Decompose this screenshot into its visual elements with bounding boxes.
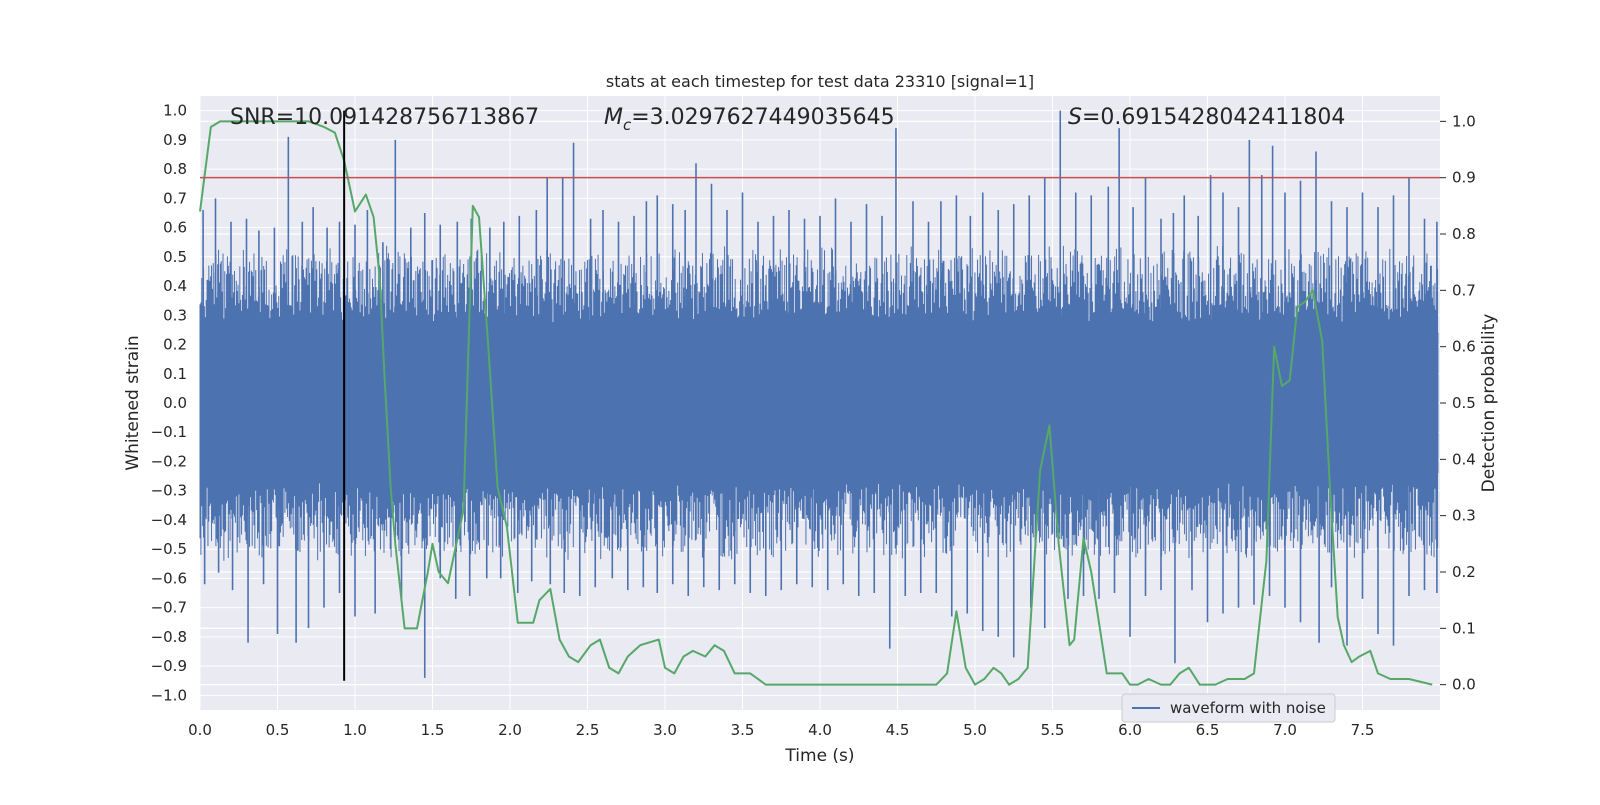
y-tick-label: −0.5	[151, 540, 187, 558]
y-tick-label: −0.9	[151, 657, 187, 675]
chirp-mass-annotation: Mc=3.0297627449035645	[604, 105, 895, 134]
y-axis-label: Whitened strain	[123, 335, 143, 470]
y-tick-label: 0.2	[163, 336, 187, 354]
y-tick-label: 1.0	[163, 102, 187, 120]
y-axis-ticks: 1.0 0.9 0.8 0.7 0.6 0.5 0.4 0.3 0.2 0.1 0.0 −0.1 −0.…	[151, 102, 187, 705]
y-tick-label: 0.6	[163, 219, 187, 237]
x-tick-label: 1.0	[343, 721, 367, 739]
y-tick-label: 0.3	[163, 306, 187, 324]
legend-box	[1121, 693, 1336, 723]
statistic-annotation: S=0.6915428042411804	[1068, 105, 1345, 130]
y2-tick-label: 0.5	[1452, 394, 1476, 412]
x-tick-label: 5.0	[963, 721, 987, 739]
y2-tick-label: 0.9	[1452, 169, 1476, 187]
detection-probability-line	[199, 120, 1433, 686]
y2-tick-label: 0.3	[1452, 507, 1476, 525]
y-tick-label: −0.8	[151, 628, 187, 646]
x-tick-label: 0.0	[188, 721, 212, 739]
x-tick-label: 4.0	[808, 721, 832, 739]
chirp-mass-value: =3.0297627449035645	[631, 105, 894, 130]
y-tick-label: 0.0	[163, 394, 187, 412]
y-tick-label: −1.0	[151, 686, 187, 704]
y2-axis-label: Detection probability	[1479, 314, 1499, 493]
y2-tick-label: 0.7	[1452, 281, 1476, 299]
y2-axis-ticks: 1.0 0.9 0.8 0.7 0.6 0.5 0.4 0.3 0.2 0.1 0.0	[1440, 112, 1476, 694]
chirp-mass-symbol: M	[604, 105, 623, 130]
x-axis-ticks: 0.0 0.5 1.0 1.5 2.0 2.5 3.0 3.5 4.0 4.5 5.0 5.5 6.0 6…	[188, 721, 1374, 739]
probability-series	[199, 120, 1433, 686]
x-tick-label: 1.5	[421, 721, 445, 739]
chirp-mass-subscript: c	[623, 116, 632, 134]
y-tick-label: −0.6	[151, 569, 187, 587]
overlays	[200, 110, 1440, 681]
x-tick-label: 4.5	[886, 721, 910, 739]
x-tick-label: 3.0	[653, 721, 677, 739]
y2-tick-label: 0.6	[1452, 338, 1476, 356]
x-tick-label: 6.0	[1118, 721, 1142, 739]
statistic-value: =0.6915428042411804	[1082, 105, 1345, 130]
y2-tick-label: 0.2	[1452, 563, 1476, 581]
x-tick-label: 5.5	[1041, 721, 1065, 739]
y-tick-label: 0.7	[163, 189, 187, 207]
y2-tick-label: 0.8	[1452, 225, 1476, 243]
x-axis-label: Time (s)	[784, 746, 854, 766]
x-tick-label: 7.5	[1351, 721, 1375, 739]
legend-label: waveform with noise	[1170, 699, 1326, 717]
x-tick-label: 2.5	[576, 721, 600, 739]
y-tick-label: 0.9	[163, 131, 187, 149]
x-tick-label: 2.0	[498, 721, 522, 739]
y-tick-label: 0.4	[163, 277, 187, 295]
y2-tick-label: 1.0	[1452, 112, 1476, 130]
y-tick-label: −0.4	[151, 511, 187, 529]
y-tick-label: −0.3	[151, 482, 187, 500]
y-tick-label: 0.1	[163, 365, 187, 383]
x-tick-label: 0.5	[266, 721, 290, 739]
x-tick-label: 7.0	[1273, 721, 1297, 739]
y2-tick-label: 0.1	[1452, 619, 1476, 637]
y-tick-label: 0.5	[163, 248, 187, 266]
y-tick-label: −0.1	[151, 423, 187, 441]
legend: waveform with noise	[1121, 693, 1336, 723]
y-tick-label: −0.7	[151, 599, 187, 617]
x-tick-label: 3.5	[731, 721, 755, 739]
waveform-series	[199, 110, 1439, 678]
statistic-symbol: S	[1068, 105, 1082, 130]
snr-annotation: SNR=10.091428756713867	[230, 105, 539, 130]
y-tick-label: 0.8	[163, 160, 187, 178]
y2-tick-label: 0.0	[1452, 676, 1476, 694]
y-tick-label: −0.2	[151, 452, 187, 470]
chart-title: stats at each timestep for test data 233…	[606, 72, 1034, 91]
x-tick-label: 6.5	[1196, 721, 1220, 739]
y2-tick-label: 0.4	[1452, 450, 1476, 468]
